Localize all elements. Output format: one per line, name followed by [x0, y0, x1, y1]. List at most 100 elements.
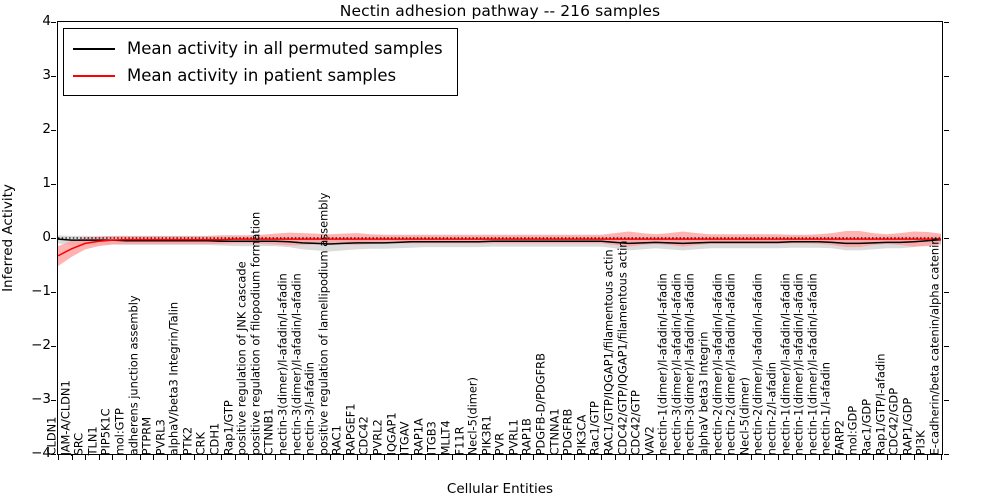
- x-tick-label: Rap1/GTP/l-afadin: [873, 353, 888, 455]
- x-tick-mark: [900, 455, 902, 460]
- legend-label-permuted: Mean activity in all permuted samples: [127, 39, 443, 58]
- y-axis-label: Inferred Activity: [0, 184, 16, 292]
- x-tick-mark: [397, 455, 399, 460]
- x-tick-label: RAC1: [329, 424, 344, 455]
- x-tick-mark: [302, 455, 304, 460]
- x-tick-label: CDC42/GTP/IQGAP1/filamentous actin: [615, 240, 630, 455]
- y-tick-label: 0: [42, 229, 51, 245]
- y-tick-label: −4: [31, 445, 51, 461]
- x-tick-label: PDGFB-D/PDGFRB: [533, 352, 548, 455]
- x-tick-mark: [533, 455, 535, 460]
- x-tick-label: PVRL3: [153, 418, 168, 455]
- y-tick-label: −2: [31, 337, 51, 353]
- y-axis-ticks-right: [943, 21, 949, 455]
- x-tick-mark: [669, 455, 671, 460]
- y-tick-mark: [944, 22, 949, 23]
- y-tick-label: 2: [42, 121, 51, 137]
- x-tick-label: PTPRM: [139, 416, 154, 455]
- x-tick-mark: [547, 455, 549, 460]
- x-tick-label: nectin-2/l-afadin: [764, 361, 779, 455]
- x-tick-label: E-cadherin/beta catenin/alpha catenin: [927, 237, 942, 455]
- x-tick-label: Necl-5(dimer): [465, 376, 480, 455]
- x-tick-mark: [234, 455, 236, 460]
- x-tick-label: nectin-1(dimer)/l-afadin/l-afadin: [791, 272, 806, 455]
- x-tick-label: CLDN1: [44, 416, 59, 455]
- x-tick-label: nectin-3(dimer)/l-afadin/l-afadin: [669, 272, 684, 455]
- x-tick-mark: [913, 455, 915, 460]
- x-tick-label: positive regulation of lamellipodium ass…: [316, 192, 331, 455]
- legend-item: Mean activity in all permuted samples: [73, 35, 443, 62]
- x-tick-mark: [424, 455, 426, 460]
- x-tick-label: PIP5K1C: [98, 407, 113, 455]
- y-tick-mark: [944, 238, 949, 239]
- x-tick-mark: [98, 455, 100, 460]
- y-tick-label: −1: [31, 283, 51, 299]
- x-tick-mark: [58, 455, 59, 460]
- y-tick-label: 3: [42, 67, 51, 83]
- x-tick-mark: [886, 455, 888, 460]
- x-tick-label: PIK3R1: [479, 414, 494, 455]
- x-tick-mark: [506, 455, 508, 460]
- x-tick-mark: [642, 455, 644, 460]
- x-tick-label: JAM-A/CLDN1: [58, 379, 73, 455]
- x-tick-label: nectin-3(dimer)/l-afadin/l-afadin: [289, 272, 304, 455]
- x-tick-mark: [818, 455, 820, 460]
- x-tick-label: F11R: [452, 426, 467, 455]
- x-tick-mark: [465, 455, 467, 460]
- x-tick-label: Rac1/GTP: [587, 400, 602, 455]
- x-axis-ticks: [57, 455, 943, 461]
- legend-swatch-permuted: [73, 47, 115, 50]
- x-tick-label: Rap1/GTP: [221, 399, 236, 455]
- x-tick-mark: [682, 455, 684, 460]
- patient-mean-line: [58, 238, 941, 257]
- x-tick-label: nectin-3/l-afadin: [302, 361, 317, 455]
- x-tick-mark: [805, 455, 807, 460]
- x-tick-mark: [655, 455, 657, 460]
- x-tick-mark: [750, 455, 752, 460]
- plot-svg: [58, 230, 942, 267]
- x-tick-label: Necl-5(dimer): [737, 376, 752, 455]
- x-tick-mark: [207, 455, 209, 460]
- y-tick-mark: [51, 22, 56, 23]
- x-tick-label: mol:GDP: [846, 405, 861, 455]
- x-tick-label: nectin-2(dimer)/l-afadin/l-afadin: [750, 272, 765, 455]
- x-tick-label: nectin-1(dimer)/l-afadin/l-afadin: [655, 272, 670, 455]
- x-tick-mark: [261, 455, 263, 460]
- x-tick-mark: [587, 455, 589, 460]
- x-tick-label: nectin-1(dimer)/l-afadin/l-afadin: [778, 272, 793, 455]
- x-tick-mark: [764, 455, 766, 460]
- y-tick-mark: [51, 184, 56, 185]
- x-tick-mark: [492, 455, 494, 460]
- x-tick-label: mol:GTP: [112, 407, 127, 455]
- legend-item: Mean activity in patient samples: [73, 62, 443, 89]
- x-tick-mark: [316, 455, 318, 460]
- y-tick-mark: [944, 184, 949, 185]
- x-tick-mark: [288, 455, 290, 460]
- chart-title: Nectin adhesion pathway -- 216 samples: [339, 2, 661, 20]
- x-tick-mark: [221, 455, 222, 460]
- x-tick-mark: [451, 455, 453, 460]
- x-tick-mark: [560, 455, 562, 460]
- x-tick-mark: [193, 455, 195, 460]
- x-tick-mark: [275, 455, 277, 460]
- y-tick-mark: [944, 400, 949, 401]
- x-tick-mark: [180, 455, 182, 460]
- x-tick-label: SRC: [71, 432, 86, 455]
- legend-label-patient: Mean activity in patient samples: [127, 66, 397, 85]
- x-tick-mark: [737, 455, 739, 460]
- x-tick-label: positive regulation of filopodium format…: [248, 211, 263, 455]
- x-tick-mark: [696, 455, 698, 460]
- x-tick-mark: [438, 455, 440, 460]
- x-tick-mark: [927, 455, 929, 460]
- x-tick-label: RAP1/GDP: [900, 397, 915, 455]
- x-tick-label: CRK: [194, 431, 209, 455]
- y-tick-mark: [944, 76, 949, 77]
- x-tick-mark: [941, 455, 942, 460]
- x-tick-label: nectin-2(dimer)/l-afadin/l-afadin: [723, 272, 738, 455]
- x-tick-mark: [71, 455, 73, 460]
- x-tick-mark: [384, 455, 386, 460]
- x-tick-label: PVR: [492, 432, 507, 455]
- x-tick-label: ITGB3: [424, 420, 439, 455]
- x-tick-label: PI3K: [914, 430, 928, 455]
